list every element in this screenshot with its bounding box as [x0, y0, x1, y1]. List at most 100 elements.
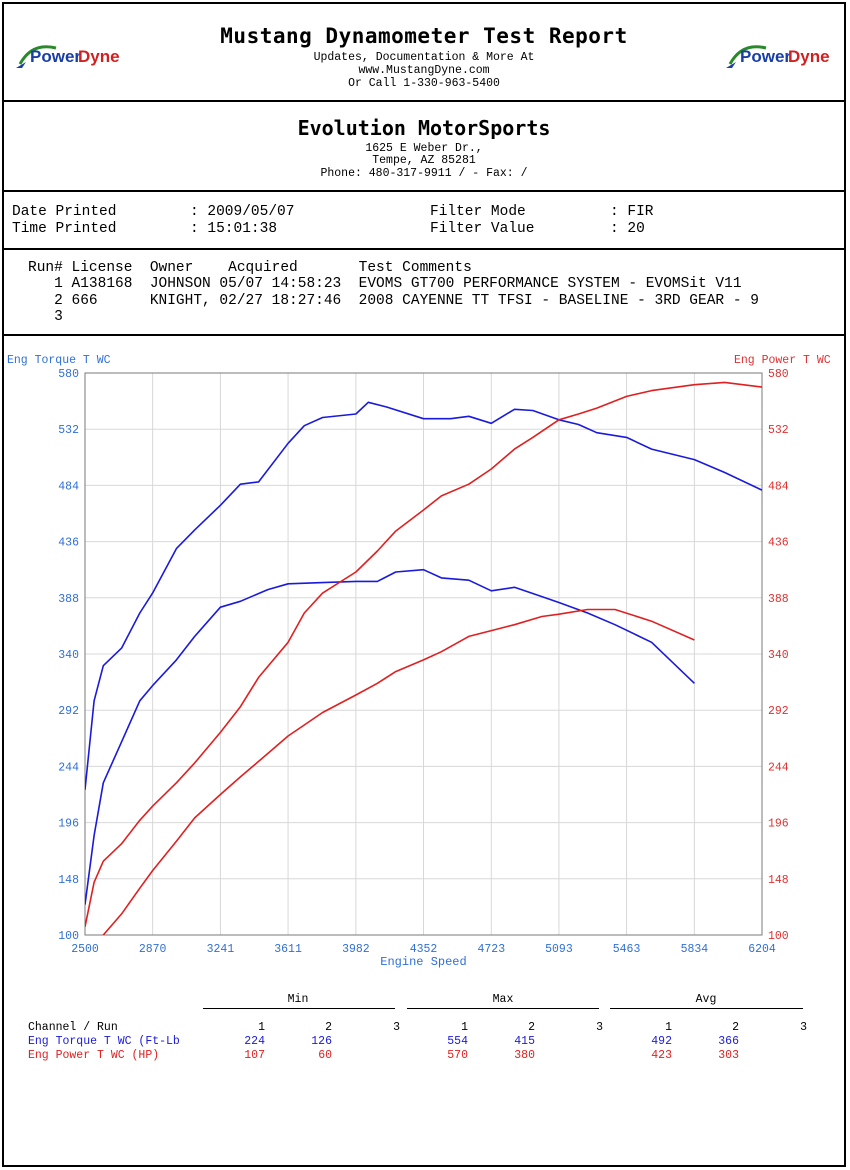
- stats-value: 415: [514, 1035, 535, 1048]
- right-axis-label: Eng Power T WC: [734, 354, 831, 367]
- left-axis-label: Eng Torque T WC: [7, 354, 111, 367]
- x-tick-label: 6204: [748, 943, 776, 956]
- powerdyne-logo-right: Power Dyne: [722, 38, 834, 78]
- power-run-1-line: [85, 381, 762, 927]
- stats-run-number: 1: [258, 1021, 265, 1034]
- left-y-tick-label: 388: [58, 593, 79, 606]
- right-y-tick-label: 388: [768, 593, 789, 606]
- stats-value: 570: [447, 1049, 468, 1062]
- x-tick-label: 3611: [274, 943, 302, 956]
- divider: [4, 100, 844, 102]
- left-y-tick-label: 436: [58, 537, 79, 550]
- stats-group-header: Min: [287, 993, 309, 1006]
- svg-text:Power: Power: [740, 47, 791, 66]
- x-tick-label: 4352: [410, 943, 438, 956]
- filter-value-label: Filter Value: [430, 221, 535, 237]
- right-y-tick-label: 532: [768, 424, 789, 437]
- divider: [4, 334, 844, 336]
- x-tick-label: 2500: [71, 943, 99, 956]
- right-y-tick-label: 292: [768, 705, 789, 718]
- x-tick-label: 5463: [613, 943, 641, 956]
- x-tick-label: 5834: [681, 943, 709, 956]
- stats-value: 224: [244, 1035, 265, 1048]
- right-y-tick-label: 244: [768, 761, 789, 774]
- powerdyne-logo-icon: Power Dyne: [726, 45, 830, 68]
- stats-value: 107: [244, 1049, 265, 1062]
- stats-group-underline: [407, 1008, 599, 1009]
- stats-value: 423: [651, 1049, 672, 1062]
- shop-city: Tempe, AZ 85281: [372, 154, 476, 167]
- svg-text:Dyne: Dyne: [78, 47, 120, 66]
- shop-name: Evolution MotorSports: [297, 116, 551, 140]
- left-y-tick-label: 100: [58, 930, 79, 943]
- x-tick-label: 3982: [342, 943, 370, 956]
- left-y-tick-label: 196: [58, 818, 79, 831]
- run-row: 3: [28, 309, 63, 325]
- header-line-1: Updates, Documentation & More At: [313, 51, 535, 64]
- report-title: Mustang Dynamometer Test Report: [220, 24, 628, 48]
- x-axis-label: Engine Speed: [380, 955, 466, 969]
- stats-group-header: Avg: [695, 993, 717, 1006]
- svg-text:Dyne: Dyne: [788, 47, 830, 66]
- stats-value: 303: [718, 1049, 739, 1062]
- stats-group-header: Max: [492, 993, 514, 1006]
- stats-channel-label: Channel / Run: [28, 1021, 118, 1034]
- right-y-tick-label: 100: [768, 930, 789, 943]
- run-row: 2 666 KNIGHT, 02/27 18:27:46 2008 CAYENN…: [28, 293, 759, 309]
- powerdyne-logo-left: Power Dyne: [12, 38, 124, 78]
- right-y-tick-label: 196: [768, 818, 789, 831]
- stats-value: 126: [311, 1035, 332, 1048]
- filter-mode-label: Filter Mode: [430, 204, 526, 220]
- stats-value: 492: [651, 1035, 672, 1048]
- svg-text:Power: Power: [30, 47, 81, 66]
- left-y-tick-label: 532: [58, 424, 79, 437]
- shop-phone: Phone: 480-317-9911 / - Fax: /: [320, 167, 528, 180]
- divider: [4, 248, 844, 250]
- filter-mode-value: : FIR: [610, 204, 654, 220]
- plot-frame: [84, 372, 763, 936]
- powerdyne-logo-icon: Power Dyne: [16, 45, 120, 68]
- x-tick-label: 2870: [139, 943, 167, 956]
- left-y-tick-label: 148: [58, 874, 79, 887]
- stats-run-number: 1: [665, 1021, 672, 1034]
- stats-run-number: 3: [393, 1021, 400, 1034]
- run-row: 1 A138168 JOHNSON 05/07 14:58:23 EVOMS G…: [28, 276, 742, 292]
- stats-run-number: 3: [800, 1021, 807, 1034]
- right-y-tick-label: 436: [768, 537, 789, 550]
- left-y-tick-label: 340: [58, 649, 79, 662]
- torque-run-2-line: [85, 568, 695, 905]
- stats-run-number: 1: [461, 1021, 468, 1034]
- stats-run-number: 2: [528, 1021, 535, 1034]
- torque-run-1-line: [85, 401, 762, 790]
- left-y-tick-label: 484: [58, 480, 79, 493]
- divider: [4, 190, 844, 192]
- stats-value: 60: [318, 1049, 332, 1062]
- left-y-tick-label: 580: [58, 368, 79, 381]
- left-y-tick-label: 244: [58, 761, 79, 774]
- stats-run-number: 2: [325, 1021, 332, 1034]
- stats-value: 366: [718, 1035, 739, 1048]
- stats-run-number: 3: [596, 1021, 603, 1034]
- date-printed-label: Date Printed: [12, 204, 117, 220]
- stats-row-label: Eng Torque T WC (Ft-Lb: [28, 1035, 180, 1048]
- x-tick-label: 5093: [545, 943, 573, 956]
- x-tick-label: 4723: [478, 943, 506, 956]
- stats-group-underline: [610, 1008, 803, 1009]
- date-printed-value: : 2009/05/07: [190, 204, 295, 220]
- time-printed-value: : 15:01:38: [190, 221, 278, 237]
- header-phone: Or Call 1-330-963-5400: [348, 77, 500, 90]
- stats-group-underline: [203, 1008, 395, 1009]
- stats-run-number: 2: [732, 1021, 739, 1034]
- runs-header: Run# License Owner Acquired Test Comment…: [28, 260, 472, 276]
- right-y-tick-label: 580: [768, 368, 789, 381]
- stats-row-label: Eng Power T WC (HP): [28, 1049, 160, 1062]
- header-website: www.MustangDyne.com: [358, 64, 490, 77]
- shop-address: 1625 E Weber Dr.,: [365, 142, 483, 155]
- time-printed-label: Time Printed: [12, 221, 117, 237]
- stats-value: 380: [514, 1049, 535, 1062]
- stats-value: 554: [447, 1035, 468, 1048]
- power-run-2-line: [102, 608, 695, 935]
- right-y-tick-label: 340: [768, 649, 789, 662]
- x-tick-label: 3241: [207, 943, 235, 956]
